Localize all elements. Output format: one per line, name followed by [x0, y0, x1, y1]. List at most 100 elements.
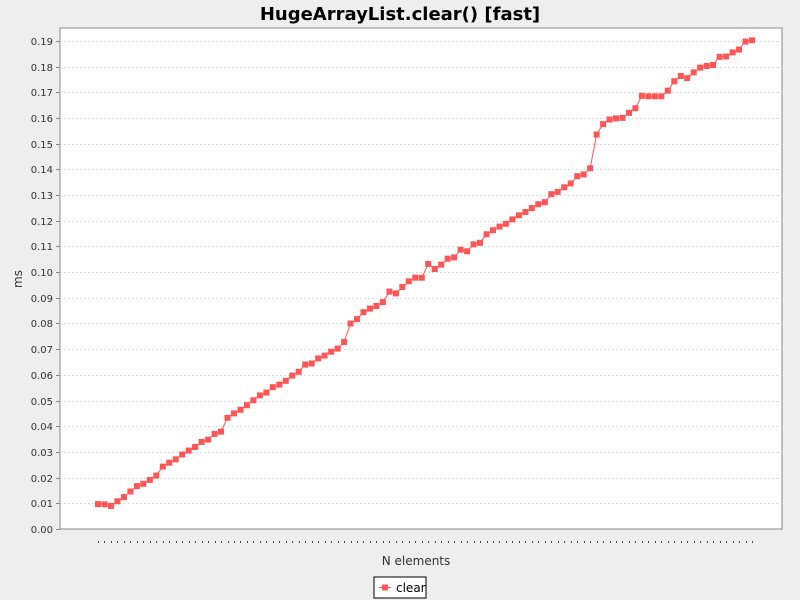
data-point: [354, 316, 360, 323]
legend: clear: [373, 576, 427, 599]
data-point: [243, 402, 250, 409]
y-tick-label: 0.00: [31, 525, 53, 536]
legend-marker-square: [382, 584, 388, 591]
data-point: [684, 75, 691, 82]
data-point: [405, 278, 412, 285]
data-point: [729, 49, 736, 56]
data-point: [140, 480, 147, 487]
data-point: [373, 303, 380, 309]
y-tick-label: 0.17: [31, 88, 53, 99]
data-point: [593, 131, 600, 138]
y-tick-label: 0.02: [31, 474, 53, 485]
data-point: [651, 93, 658, 100]
data-point: [736, 46, 742, 53]
data-point: [179, 451, 186, 458]
data-point: [723, 53, 730, 60]
data-point: [535, 201, 542, 208]
data-point: [302, 361, 309, 368]
data-point: [541, 199, 548, 206]
data-point: [561, 184, 568, 191]
data-point: [289, 372, 296, 379]
data-point: [120, 494, 127, 501]
data-point: [334, 345, 341, 352]
data-point: [470, 241, 477, 248]
y-tick-label: 0.06: [31, 371, 53, 382]
data-point: [496, 223, 503, 230]
data-point: [451, 254, 458, 261]
data-point: [192, 444, 199, 450]
data-point: [341, 339, 348, 345]
data-point: [574, 173, 581, 180]
y-tick-label: 0.14: [31, 165, 53, 176]
data-point: [509, 216, 516, 223]
data-point: [108, 502, 114, 509]
data-point: [127, 488, 134, 495]
data-point: [664, 87, 671, 94]
data-point: [263, 389, 270, 396]
legend-label: clear: [396, 581, 426, 595]
data-point: [613, 115, 619, 122]
data-point: [153, 472, 160, 479]
y-tick-label: 0.09: [31, 294, 53, 305]
data-point: [367, 305, 373, 312]
data-point: [185, 447, 192, 454]
data-point: [710, 62, 717, 68]
data-point: [114, 498, 121, 505]
data-point: [690, 69, 697, 76]
data-point: [399, 284, 406, 290]
data-point: [464, 248, 471, 255]
y-tick-label: 0.18: [31, 63, 53, 74]
y-tick-label: 0.13: [31, 191, 53, 202]
gridlines: [60, 41, 782, 504]
data-point: [211, 430, 218, 437]
y-tick-label: 0.03: [31, 448, 53, 459]
data-point: [237, 406, 244, 413]
data-point: [166, 459, 173, 466]
data-point: [276, 381, 283, 388]
chart-title: HugeArrayList.clear() [fast]: [260, 4, 540, 25]
legend-box: [373, 576, 427, 599]
data-point: [159, 463, 166, 470]
data-point: [554, 188, 561, 195]
y-tick-label: 0.15: [31, 140, 53, 151]
data-point: [645, 93, 652, 100]
data-point: [742, 38, 749, 45]
data-point: [379, 299, 386, 306]
x-axis: [98, 541, 753, 543]
data-point: [282, 377, 289, 384]
y-axis: 0.00 0.01 0.02 0.03 0.04 0.05 0.06 0.07 0.08 0.09…: [31, 37, 60, 536]
data-point: [528, 205, 535, 212]
y-axis-title: ms: [11, 270, 25, 288]
data-point: [231, 410, 237, 417]
data-point: [295, 368, 302, 375]
data-point: [658, 93, 665, 100]
data-point: [321, 352, 328, 359]
data-point: [587, 165, 594, 172]
data-point: [703, 63, 710, 69]
data-point: [218, 428, 224, 435]
data-point: [502, 220, 509, 227]
data-point: [256, 392, 263, 399]
data-point: [95, 501, 101, 508]
data-point: [133, 483, 140, 490]
data-point: [749, 37, 755, 44]
data-point: [548, 191, 555, 198]
data-point: [360, 309, 367, 316]
series-clear: [95, 37, 755, 509]
data-point: [515, 212, 522, 219]
data-point: [483, 231, 490, 238]
data-point: [412, 274, 419, 281]
data-point: [386, 288, 393, 295]
y-tick-label: 0.10: [31, 268, 53, 279]
data-point: [606, 116, 613, 123]
data-point: [347, 320, 354, 327]
y-tick-label: 0.16: [31, 114, 53, 125]
data-point: [224, 414, 231, 421]
data-point: [444, 255, 451, 262]
data-point: [101, 501, 108, 508]
data-point: [308, 360, 315, 367]
x-axis-title: N elements: [382, 554, 451, 568]
data-point: [522, 209, 529, 215]
data-point: [328, 348, 335, 355]
